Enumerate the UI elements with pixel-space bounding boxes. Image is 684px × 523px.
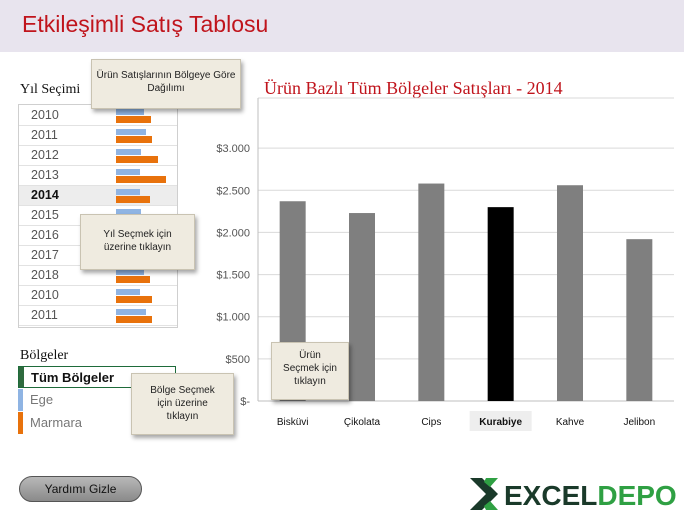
year-blue-bar [116, 149, 141, 155]
region-item-label: Ege [30, 392, 54, 407]
region-item-label: Tüm Bölgeler [31, 370, 115, 385]
year-item-2014[interactable]: 2014 [19, 186, 177, 206]
x-category-label[interactable]: Kurabiye [479, 417, 522, 428]
year-item-2018[interactable]: 2018 [19, 266, 177, 286]
year-item-label: 2015 [31, 208, 59, 222]
year-orange-bar [116, 136, 152, 143]
y-tick-label: $500 [226, 354, 250, 366]
callout-distribution: Ürün Satışlarının Bölgeye Göre Dağılımı [91, 59, 241, 109]
year-item-2013[interactable]: 2013 [19, 166, 177, 186]
year-blue-bar [116, 269, 144, 275]
region-swatch [18, 389, 23, 411]
x-category-label[interactable]: Bisküvi [277, 417, 309, 428]
bar-1 [349, 213, 375, 401]
region-swatch [19, 367, 24, 387]
x-category-label[interactable]: Kahve [556, 417, 585, 428]
y-tick-label: $1.500 [216, 270, 250, 282]
exceldepo-logo: EXCELDEPO [470, 478, 677, 511]
region-item-1[interactable]: Ege [18, 389, 176, 411]
year-item-label: 2018 [31, 268, 59, 282]
year-orange-bar [116, 156, 158, 163]
year-item-label: 2014 [31, 188, 59, 202]
bar-5 [626, 239, 653, 401]
year-item-label: 2017 [31, 248, 59, 262]
region-slicer[interactable]: Tüm Bölgeler Ege Marmara [18, 366, 176, 434]
y-tick-label: $- [240, 396, 250, 408]
year-item-label: 2011 [31, 128, 58, 142]
year-item-label: 2012 [31, 148, 59, 162]
year-item-label: 2010 [31, 108, 59, 122]
year-item-2012[interactable]: 2012 [19, 146, 177, 166]
year-blue-bar [116, 209, 141, 215]
year-orange-bar [116, 276, 150, 283]
year-item-label: 2013 [31, 168, 59, 182]
year-item-2011[interactable]: 2011 [19, 126, 177, 146]
year-item-label: 2011 [31, 308, 58, 322]
y-tick-label: $2.500 [216, 185, 250, 197]
bar-2 [418, 183, 445, 401]
page-title: Etkileşimli Satış Tablosu [22, 11, 269, 37]
year-blue-bar [116, 169, 140, 175]
year-item-label: 2010 [31, 288, 59, 302]
selected-category-bg [469, 411, 532, 431]
year-orange-bar [116, 116, 151, 123]
year-blue-bar [116, 309, 146, 315]
year-item-2010[interactable]: 2010 [19, 106, 177, 126]
logo-text: EXCELDEPO [504, 480, 677, 511]
x-category-label[interactable]: Cips [421, 417, 441, 428]
sales-bar-chart[interactable]: $500 $1.000 $1.500 $2.000 $2.500 $3.000 $- Bisk… [190, 96, 680, 436]
region-item-0[interactable]: Tüm Bölgeler [18, 366, 176, 388]
year-item-2011[interactable]: 2011 [19, 306, 177, 326]
x-category-label[interactable]: Çikolata [344, 417, 381, 428]
hide-help-button[interactable]: Yardımı Gizle [19, 476, 142, 502]
bar-4 [557, 185, 583, 401]
year-section-label: Yıl Seçimi [20, 82, 81, 97]
year-blue-bar [116, 289, 140, 295]
year-orange-bar [116, 196, 150, 203]
y-tick-label: $3.000 [216, 143, 250, 155]
year-item-2010[interactable]: 2010 [19, 286, 177, 306]
y-tick-label: $2.000 [216, 227, 250, 239]
callout-region: Bölge Seçmek için üzerine tıklayın [131, 373, 234, 435]
logo-x-icon [470, 478, 498, 510]
year-orange-bar [116, 316, 152, 323]
year-orange-bar [116, 176, 166, 183]
region-item-label: Marmara [30, 415, 83, 430]
year-blue-bar [116, 189, 140, 195]
year-item-label: 2016 [31, 228, 59, 242]
x-category-label[interactable]: Jelibon [623, 417, 655, 428]
year-orange-bar [116, 296, 152, 303]
year-blue-bar [116, 129, 146, 135]
region-item-2[interactable]: Marmara [18, 412, 176, 434]
header-bar: Etkileşimli Satış Tablosu [0, 0, 684, 52]
chart-title: Ürün Bazlı Tüm Bölgeler Satışları - 2014 [264, 78, 563, 98]
year-blue-bar [116, 109, 144, 115]
bar-3 [487, 207, 514, 401]
y-tick-label: $1.000 [216, 312, 250, 324]
region-swatch [18, 412, 23, 434]
callout-product: Ürün Seçmek için tıklayın [271, 342, 349, 400]
callout-year: Yıl Seçmek için üzerine tıklayın [80, 214, 195, 270]
region-section-label: Bölgeler [20, 348, 69, 363]
